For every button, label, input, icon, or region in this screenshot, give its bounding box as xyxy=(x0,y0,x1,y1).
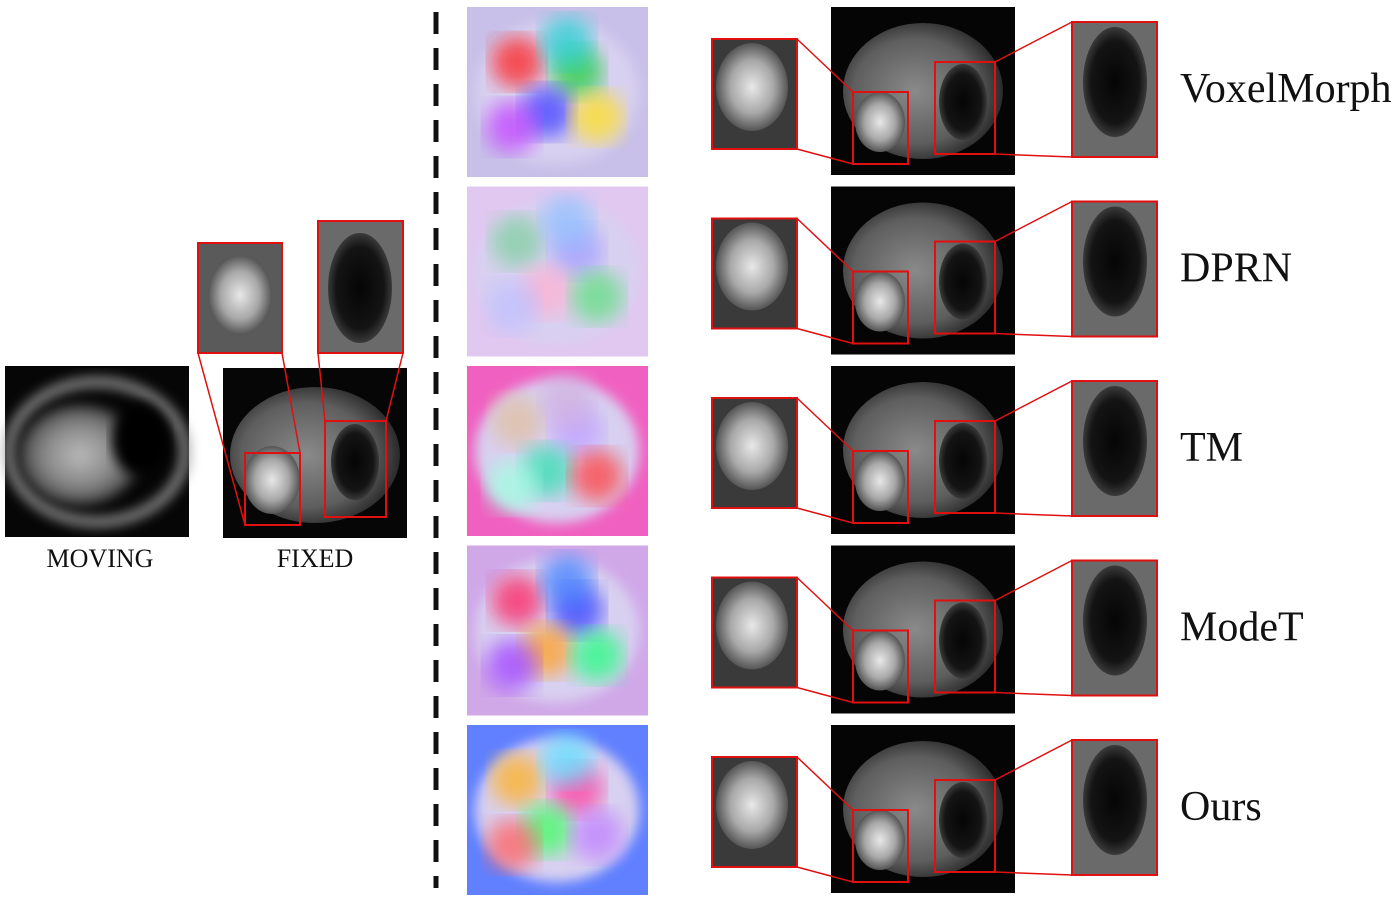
connector xyxy=(994,512,1073,517)
connector xyxy=(796,327,854,345)
connector xyxy=(994,691,1073,697)
result-cavity xyxy=(939,602,987,679)
connector xyxy=(994,559,1073,602)
crop-right-cavity xyxy=(1083,745,1147,855)
flow-blob xyxy=(541,734,593,786)
connector xyxy=(994,332,1073,338)
flow-blob xyxy=(541,16,593,68)
method-row: Ours xyxy=(467,725,1262,895)
zoom-box-left xyxy=(852,450,909,524)
crop-left-bright xyxy=(716,43,788,131)
method-label: DPRN xyxy=(1180,246,1292,292)
connector xyxy=(994,739,1073,781)
flow-blob xyxy=(486,639,538,692)
zoom-box-left xyxy=(852,809,909,883)
result-cavity xyxy=(939,243,987,320)
zoom-box-right xyxy=(934,240,996,335)
connector xyxy=(994,871,1073,876)
method-row: DPRN xyxy=(467,186,1292,357)
zoom-box-right xyxy=(934,599,996,694)
method-row: ModeT xyxy=(467,545,1304,716)
crop-right-cavity xyxy=(1083,386,1147,496)
connector xyxy=(796,576,854,632)
crop-right-frame xyxy=(1071,739,1158,876)
flow-blob xyxy=(571,450,623,502)
result-bright xyxy=(855,451,905,511)
result-cavity xyxy=(939,782,987,858)
zoom-box-left xyxy=(852,91,909,165)
connector xyxy=(796,217,854,273)
crop-left-bright xyxy=(716,581,788,670)
connector xyxy=(796,38,854,93)
crop-left-bright xyxy=(716,402,788,490)
flow-blob xyxy=(486,101,538,153)
flow-blob xyxy=(491,36,543,88)
fixed-caption: FIXED xyxy=(277,544,354,573)
result-bright xyxy=(855,630,905,691)
flow-blob xyxy=(571,809,623,861)
flow-blob xyxy=(486,460,538,512)
connector xyxy=(796,756,854,811)
moving-caption: MOVING xyxy=(47,544,154,573)
flow-blob xyxy=(491,754,543,806)
crop-left-frame xyxy=(711,38,798,150)
crop-right-frame xyxy=(1071,21,1158,158)
flow-blob xyxy=(486,819,538,871)
moving-image xyxy=(4,366,190,537)
flow-blob xyxy=(491,574,543,627)
flow-blob xyxy=(571,629,623,682)
connector xyxy=(796,148,854,165)
zoom-box-right xyxy=(934,420,996,514)
result-cavity xyxy=(939,64,987,140)
crop-right-frame xyxy=(1071,559,1158,697)
zoom-box-left xyxy=(852,629,909,704)
method-row: TM xyxy=(467,366,1243,536)
crop-left-frame xyxy=(711,217,798,330)
zoom-box-right xyxy=(934,779,996,873)
connector xyxy=(796,507,854,524)
flow-blob xyxy=(571,91,623,143)
crop-right-frame xyxy=(1071,380,1158,517)
zoom-box-left xyxy=(852,270,909,345)
zoom-box-right xyxy=(934,61,996,155)
flow-blob xyxy=(491,395,543,447)
connector xyxy=(994,153,1073,158)
result-bright xyxy=(855,271,905,332)
result-cavity xyxy=(939,423,987,499)
method-row: VoxelMorph xyxy=(467,7,1392,177)
result-bright xyxy=(855,92,905,152)
crop-left-frame xyxy=(711,756,798,868)
connector xyxy=(994,380,1073,422)
crop-left-frame xyxy=(711,397,798,509)
crop-right-cavity xyxy=(1083,565,1147,676)
crop-right-cavity xyxy=(1083,27,1147,137)
connector xyxy=(994,21,1073,63)
crop-left-bright xyxy=(716,222,788,311)
method-label: Ours xyxy=(1180,784,1262,830)
flow-blob xyxy=(486,280,538,333)
connector xyxy=(796,397,854,452)
method-label: VoxelMorph xyxy=(1180,66,1392,112)
flow-blob xyxy=(541,195,593,248)
flow-blob xyxy=(491,215,543,268)
connector xyxy=(796,866,854,883)
connector xyxy=(994,200,1073,243)
crop-left-frame xyxy=(711,576,798,689)
crop-right-cavity xyxy=(1083,206,1147,317)
connector xyxy=(796,686,854,704)
flow-blob xyxy=(541,554,593,607)
result-bright xyxy=(855,810,905,870)
crop-left-bright xyxy=(716,761,788,849)
fixed-image xyxy=(197,220,407,538)
method-label: TM xyxy=(1180,425,1243,471)
crop-right-frame xyxy=(1071,200,1158,338)
flow-blob xyxy=(571,270,623,323)
flow-blob xyxy=(541,375,593,427)
method-label: ModeT xyxy=(1180,605,1304,651)
